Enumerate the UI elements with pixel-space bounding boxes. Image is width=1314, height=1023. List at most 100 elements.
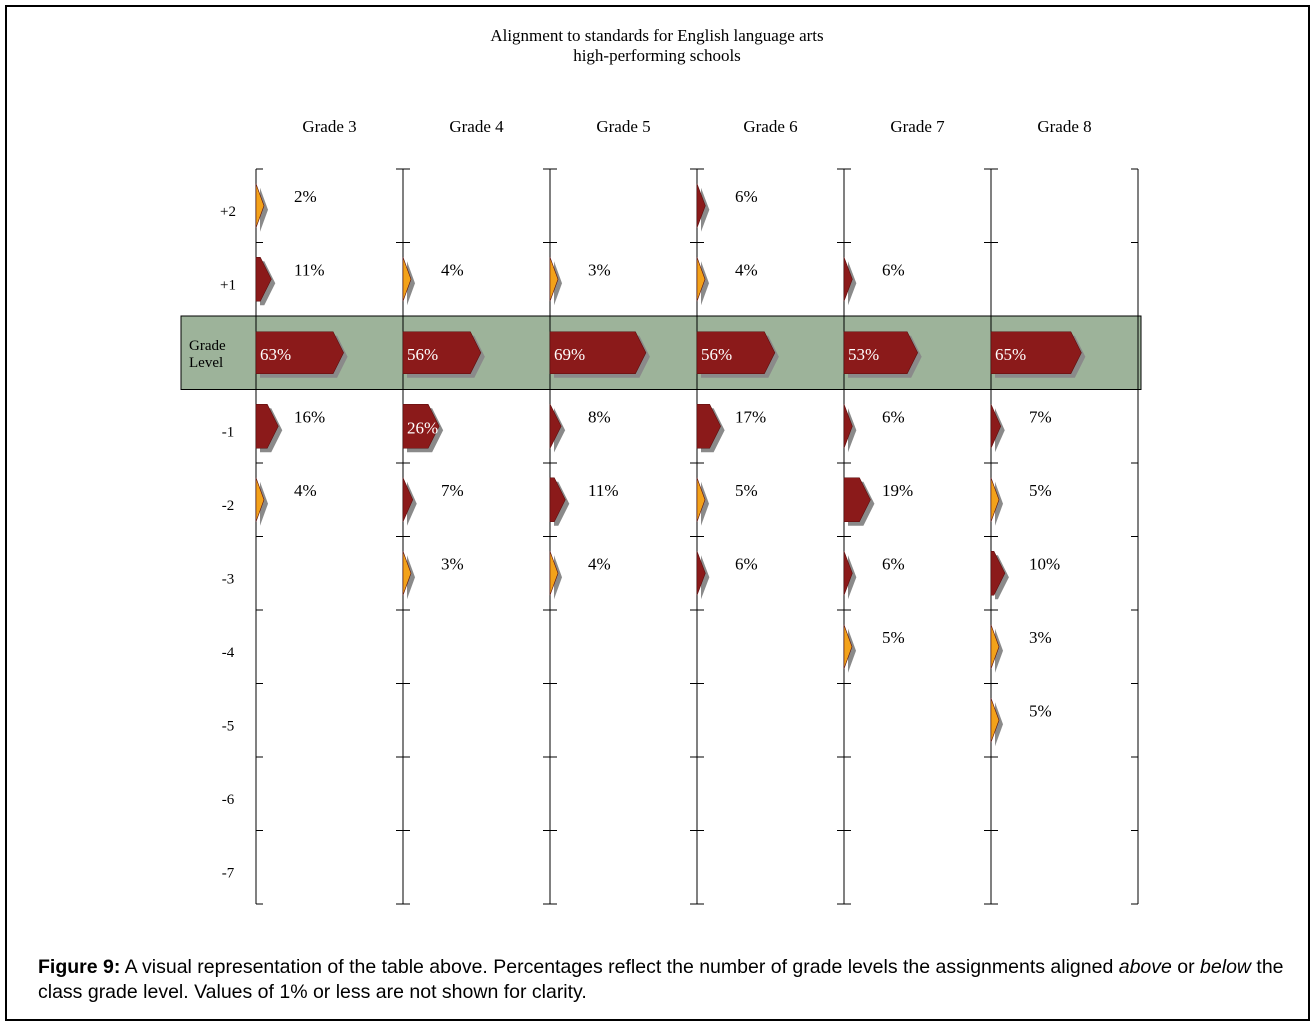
bar-grade7-levelm3-shadow: [848, 555, 857, 600]
figure-frame: [5, 5, 1310, 1021]
bar-grade7-levelm4-shadow: [848, 628, 856, 673]
grade-header-3: Grade 3: [302, 117, 356, 136]
bar-grade8-levelp0: [990, 331, 1082, 375]
bar-grade4-levelm2-label: 7%: [441, 481, 464, 500]
bar-grade8-levelm2-label: 5%: [1029, 481, 1052, 500]
bar-grade7-levelm1: [843, 404, 853, 449]
bar-grade7-levelm2-label: 19%: [882, 481, 913, 500]
bar-grade4-levelm2: [402, 477, 414, 522]
level-label-minus3: -3: [222, 571, 235, 587]
caption-text-2: or: [1171, 956, 1201, 978]
grade-header-8: Grade 8: [1037, 117, 1091, 136]
bar-grade7-levelp1-label: 6%: [882, 260, 905, 279]
bar-grade7-levelm4-label: 5%: [882, 628, 905, 647]
level-label-plus2: +2: [220, 204, 236, 220]
bar-grade6-levelp0-label: 56%: [701, 345, 732, 364]
bar-grade6-levelm2: [696, 477, 706, 522]
bar-grade5-levelp1-shadow: [554, 261, 562, 306]
bar-grade6-levelm2-shadow: [701, 481, 709, 526]
bar-grade3-levelm2: [255, 477, 265, 522]
caption-text-1: A visual representation of the table abo…: [120, 956, 1119, 978]
bar-grade4-levelp0-label: 56%: [407, 345, 438, 364]
bar-grade8-levelp0-label: 65%: [995, 345, 1026, 364]
bar-grade4-levelp1-label: 4%: [441, 260, 464, 279]
bar-grade6-levelm1-label: 17%: [735, 407, 766, 426]
level-label-minus7: -7: [222, 865, 235, 881]
level-label-minus6: -6: [222, 792, 235, 808]
bar-grade8-levelm2: [990, 477, 1000, 522]
bar-grade6-levelp1-label: 4%: [735, 260, 758, 279]
chart-title-line-2: high-performing schools: [573, 46, 741, 65]
bar-grade5-levelp1-label: 3%: [588, 260, 611, 279]
bar-grade7-levelm4: [843, 624, 853, 669]
bar-grade6-levelp2: [696, 183, 706, 228]
caption-below: below: [1200, 956, 1251, 978]
alignment-chart: Grade 3 Grade 4 Grade 5 Grade 6 Grade 7 Grade…: [180, 117, 1142, 905]
bar-grade8-levelm1-label: 7%: [1029, 407, 1052, 426]
bar-grade5-levelm2: [549, 477, 566, 523]
grade-header-6: Grade 6: [743, 117, 797, 136]
bar-grade6-levelm3-shadow: [701, 555, 710, 600]
bar-grade6-levelp1-shadow: [701, 261, 709, 306]
grade-header-4: Grade 4: [449, 117, 504, 136]
bar-grade8-levelm2-shadow: [995, 481, 1003, 526]
bar-grade6-levelm3-label: 6%: [735, 554, 758, 573]
bar-grade8-levelm4-label: 3%: [1029, 628, 1052, 647]
grade-header-5: Grade 5: [596, 117, 650, 136]
bar-grade5-levelm3: [549, 551, 559, 596]
bar-grade3-levelm2-label: 4%: [294, 481, 317, 500]
level-label-minus2: -2: [222, 498, 235, 514]
bar-grade3-levelp2: [255, 183, 265, 228]
bar-grade3-levelp0-label: 63%: [260, 345, 291, 364]
bar-grade7-levelm2: [843, 477, 871, 523]
bar-grade5-levelp1: [549, 257, 559, 302]
bar-grade4-levelm1: [402, 403, 440, 449]
bar-grade4-levelm1-label: 26%: [407, 418, 438, 437]
bar-grade6-levelp2-label: 6%: [735, 187, 758, 206]
grade-header-7: Grade 7: [890, 117, 945, 136]
bar-grade3-levelm2-shadow: [260, 481, 268, 526]
bar-grade5-levelm1-label: 8%: [588, 407, 611, 426]
chart-title: Alignment to standards for English langu…: [0, 26, 1314, 66]
bar-grade4-levelp0: [402, 331, 482, 375]
bar-grade4-levelm3: [402, 551, 412, 596]
bar-grade6-levelm3: [696, 551, 706, 596]
bar-grade3-levelp1-label: 11%: [294, 260, 325, 279]
bar-grade6-levelp2-shadow: [701, 187, 710, 232]
bar-grade4-levelp1: [402, 257, 412, 302]
bar-grade6-levelp1: [696, 257, 706, 302]
bar-grade6-levelp0: [696, 331, 776, 375]
bar-grade7-levelp0: [843, 331, 919, 375]
bar-grade5-levelp0: [549, 331, 647, 375]
bar-grade8-levelm5-shadow: [995, 702, 1003, 747]
chart-title-line-1: Alignment to standards for English langu…: [490, 26, 824, 45]
bar-grade8-levelm3-label: 10%: [1029, 554, 1060, 573]
bar-grade3-levelp2-label: 2%: [294, 187, 317, 206]
bar-grade8-levelm4: [990, 624, 1000, 669]
bar-grade5-levelm3-label: 4%: [588, 554, 611, 573]
bar-grade8-levelm3: [990, 550, 1006, 596]
bar-grade7-levelp1-shadow: [848, 261, 857, 306]
level-label-grade: Grade: [189, 338, 226, 354]
bar-grade3-levelm1-label: 16%: [294, 407, 325, 426]
level-label-minus1: -1: [222, 424, 235, 440]
bar-grade7-levelp1: [843, 257, 853, 302]
figure-label: Figure 9:: [38, 956, 121, 978]
bar-grade3-levelm1: [255, 403, 279, 449]
bar-grade3-levelp1: [255, 256, 272, 302]
bar-grade5-levelp0-label: 69%: [554, 345, 585, 364]
bar-grade5-levelm1: [549, 403, 562, 449]
bar-grade4-levelm3-label: 3%: [441, 554, 464, 573]
bar-grade8-levelm4-shadow: [995, 628, 1003, 673]
level-label-level: Level: [189, 355, 223, 371]
bar-grade3-levelp0: [255, 331, 344, 375]
bar-grade7-levelm3: [843, 551, 853, 596]
bar-grade7-levelm3-label: 6%: [882, 554, 905, 573]
bar-grade8-levelm5-label: 5%: [1029, 701, 1052, 720]
bar-grade8-levelm5: [990, 698, 1000, 743]
level-label-minus4: -4: [222, 645, 235, 661]
bar-grade8-levelm1: [990, 404, 1002, 449]
bar-grade5-levelm3-shadow: [554, 555, 562, 600]
level-label-minus5: -5: [222, 718, 235, 734]
bar-grade5-levelm2-label: 11%: [588, 481, 619, 500]
